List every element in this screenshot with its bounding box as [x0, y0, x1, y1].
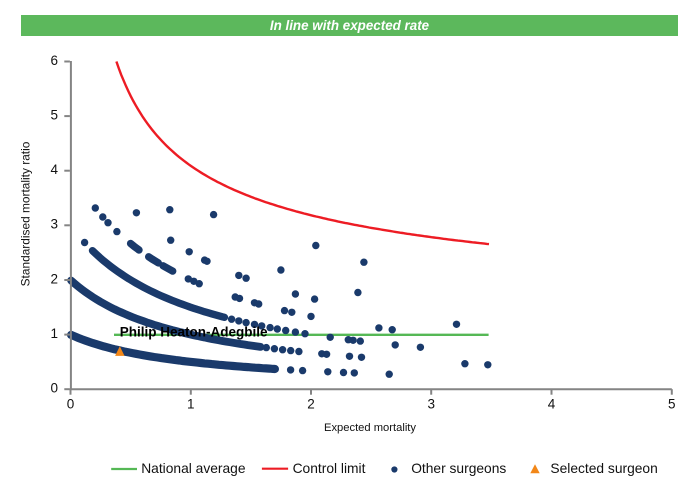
svg-text:Standardised mortality ratio: Standardised mortality ratio — [19, 141, 33, 286]
svg-text:4: 4 — [50, 162, 58, 177]
svg-text:Selected surgeon: Selected surgeon — [550, 461, 657, 476]
svg-text:Other surgeons: Other surgeons — [411, 461, 506, 476]
svg-text:4: 4 — [548, 397, 556, 412]
svg-text:2: 2 — [307, 397, 315, 412]
svg-text:2: 2 — [50, 271, 58, 286]
svg-text:0: 0 — [67, 397, 75, 412]
svg-text:5: 5 — [668, 397, 676, 412]
svg-text:3: 3 — [427, 397, 435, 412]
svg-text:3: 3 — [50, 217, 58, 232]
svg-text:1: 1 — [187, 397, 195, 412]
svg-text:National average: National average — [141, 461, 246, 476]
svg-text:Expected mortality: Expected mortality — [324, 422, 416, 434]
svg-text:Philip Heaton-Adegbile: Philip Heaton-Adegbile — [120, 324, 268, 339]
svg-text:0: 0 — [50, 381, 58, 396]
svg-text:5: 5 — [50, 108, 58, 123]
svg-text:1: 1 — [50, 326, 58, 341]
svg-text:6: 6 — [50, 53, 58, 68]
svg-text:Control limit: Control limit — [293, 461, 366, 476]
